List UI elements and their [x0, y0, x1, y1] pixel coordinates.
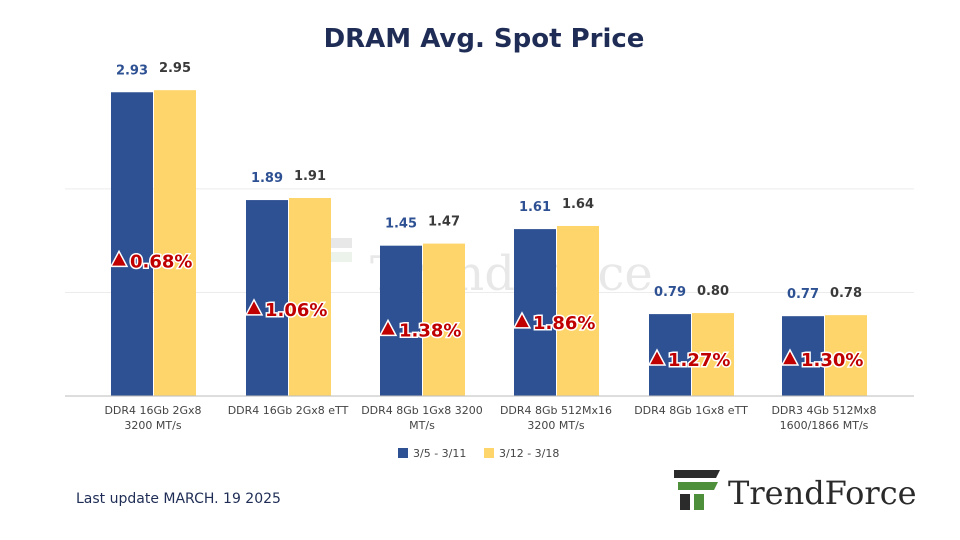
change-percent-label: 0.68%	[130, 251, 192, 272]
bar-series-2	[692, 313, 734, 396]
bar-series-2	[825, 315, 867, 396]
category-label: 3200 MT/s	[124, 419, 181, 432]
category-label: DDR3 4Gb 512Mx8	[771, 404, 876, 417]
category-label: DDR4 8Gb 512Mx16	[500, 404, 612, 417]
up-triangle-icon	[647, 348, 667, 366]
legend-swatch	[398, 448, 408, 458]
category-label: 1600/1866 MT/s	[780, 419, 869, 432]
bar-series-2	[289, 197, 331, 396]
last-update-note: Last update MARCH. 19 2025	[76, 491, 281, 507]
category-label: MT/s	[409, 419, 435, 432]
value-label: 0.77	[787, 287, 819, 302]
trendforce-logo-icon	[674, 470, 720, 510]
legend: 3/5 - 3/11 3/12 - 3/18	[398, 447, 559, 460]
bar-series-1	[514, 229, 556, 396]
value-label: 0.78	[830, 286, 862, 301]
category-labels: DDR4 16Gb 2Gx8 3200 MT/s DDR4 16Gb 2Gx8 eT…	[104, 404, 876, 432]
value-label: 1.89	[251, 171, 283, 186]
brand-name: TrendForce	[728, 474, 917, 512]
value-label: 2.93	[116, 63, 148, 78]
up-triangle-icon	[512, 311, 532, 329]
category-label: DDR4 16Gb 2Gx8 eTT	[228, 404, 349, 417]
chart-title: DRAM Avg. Spot Price	[323, 24, 645, 54]
up-triangle-icon	[109, 249, 129, 268]
up-triangle-icon	[378, 318, 398, 337]
bars	[111, 90, 867, 397]
change-percent-label: 1.27%	[668, 350, 730, 371]
value-label: 1.45	[385, 217, 417, 232]
up-triangle-icon	[244, 298, 264, 316]
value-label: 1.47	[428, 215, 460, 230]
legend-swatch	[484, 448, 494, 458]
value-label: 0.80	[697, 284, 729, 299]
value-label: 1.61	[519, 200, 551, 215]
change-percent-label: 1.06%	[265, 300, 327, 321]
value-label: 2.95	[159, 61, 191, 76]
value-label: 1.91	[294, 169, 326, 184]
category-label: 3200 MT/s	[527, 419, 584, 432]
bar-series-1	[111, 92, 153, 397]
change-percent-label: 1.38%	[399, 320, 461, 341]
change-labels: 0.68% 1.06% 1.38% 1.86% 1.27% 1.30%	[109, 249, 865, 373]
bar-series-1	[246, 200, 288, 396]
change-percent-label: 1.30%	[801, 350, 863, 371]
category-label: DDR4 8Gb 1Gx8 3200	[361, 404, 483, 417]
value-label: 1.64	[562, 197, 594, 212]
bar-series-2	[423, 243, 465, 396]
bar-series-2	[557, 225, 599, 396]
change-percent-label: 1.86%	[533, 313, 595, 334]
bar-series-2	[154, 90, 196, 396]
legend-label: 3/5 - 3/11	[413, 447, 466, 460]
category-label: DDR4 16Gb 2Gx8	[104, 404, 201, 417]
category-label: DDR4 8Gb 1Gx8 eTT	[634, 404, 748, 417]
value-labels: 2.93 2.95 1.89 1.91 1.45 1.47 1.61 1.64 0.79 0.80…	[116, 61, 862, 302]
value-label: 0.79	[654, 285, 686, 300]
up-triangle-icon	[780, 348, 800, 366]
legend-label: 3/12 - 3/18	[499, 447, 559, 460]
